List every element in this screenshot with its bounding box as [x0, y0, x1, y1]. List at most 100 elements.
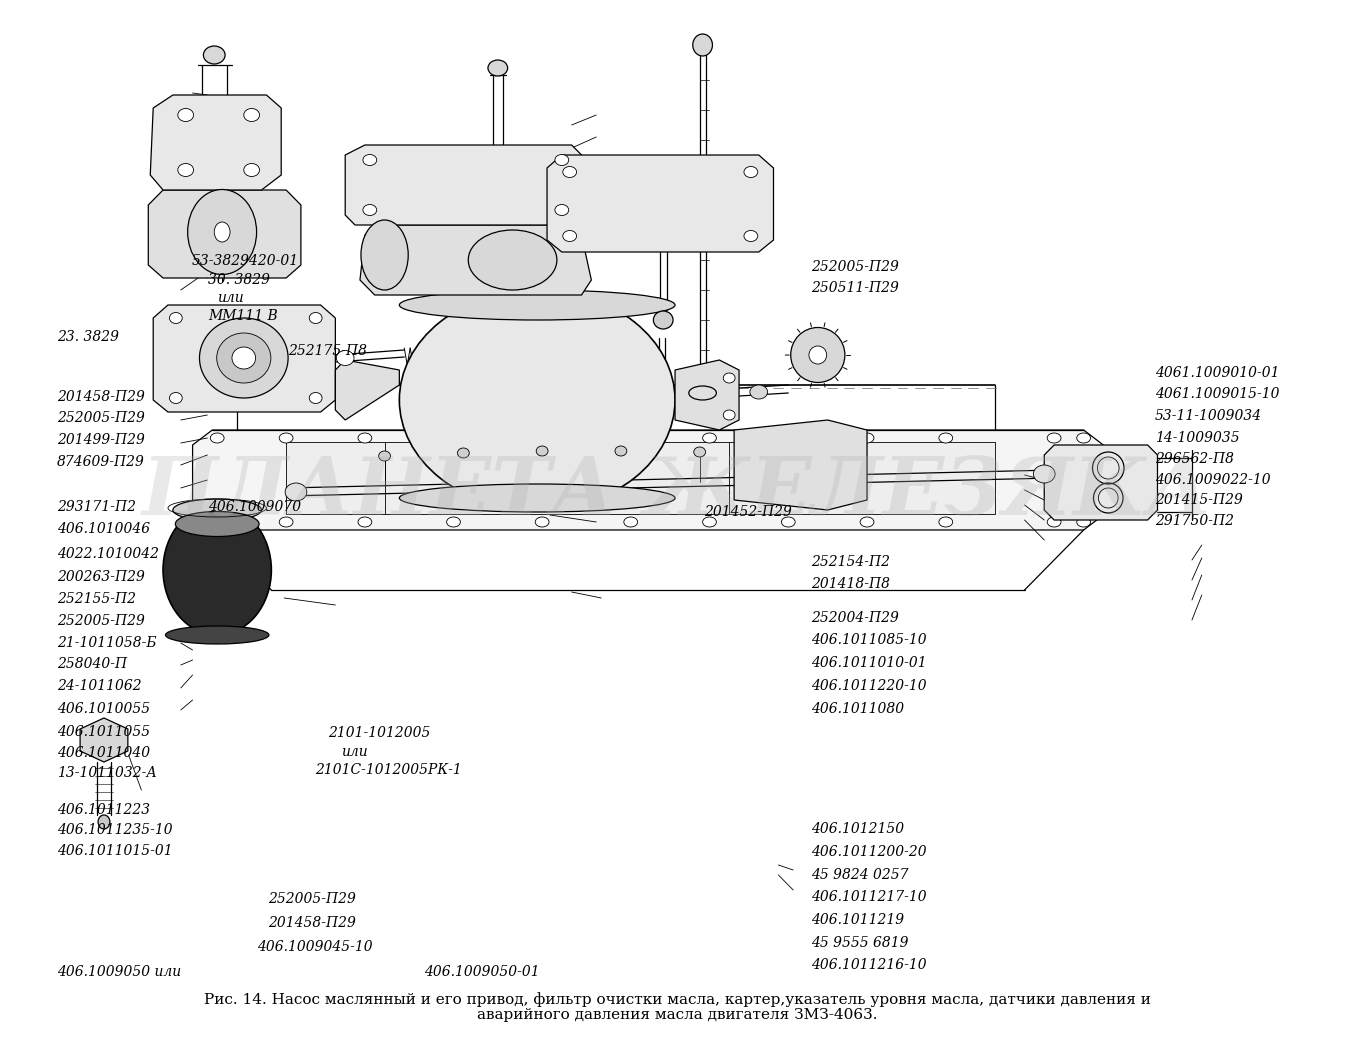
Ellipse shape — [535, 433, 549, 443]
Text: 293171-П2: 293171-П2 — [57, 499, 136, 514]
Ellipse shape — [360, 220, 408, 290]
Ellipse shape — [309, 312, 322, 324]
Ellipse shape — [749, 385, 767, 399]
Text: 874609-П29: 874609-П29 — [57, 455, 145, 469]
Text: Рис. 14. Насос маслянный и его привод, фильтр очистки масла, картер,указатель ур: Рис. 14. Насос маслянный и его привод, ф… — [205, 992, 1150, 1007]
Text: 201458-П29: 201458-П29 — [57, 389, 145, 404]
Text: ПЛАНЕТА ЖЕЛЕЗЯКА: ПЛАНЕТА ЖЕЛЕЗЯКА — [142, 455, 1213, 531]
Ellipse shape — [623, 517, 638, 527]
Ellipse shape — [939, 517, 953, 527]
Ellipse shape — [782, 517, 795, 527]
Ellipse shape — [1047, 517, 1061, 527]
Text: 200263-П29: 200263-П29 — [57, 570, 145, 584]
Text: или: или — [341, 744, 369, 759]
Text: 406.1009045-10: 406.1009045-10 — [257, 939, 373, 954]
Text: 406.1011200-20: 406.1011200-20 — [810, 845, 927, 859]
Text: 53-3829420-01: 53-3829420-01 — [192, 253, 299, 268]
Text: 252005-П29: 252005-П29 — [268, 892, 356, 906]
Polygon shape — [360, 225, 591, 295]
Ellipse shape — [688, 386, 717, 400]
Ellipse shape — [447, 433, 461, 443]
Polygon shape — [675, 360, 738, 430]
Ellipse shape — [163, 506, 271, 635]
Ellipse shape — [217, 333, 271, 383]
Ellipse shape — [537, 446, 547, 456]
Ellipse shape — [169, 312, 183, 324]
Ellipse shape — [173, 499, 262, 521]
Ellipse shape — [279, 517, 293, 527]
Text: 406.1009050-01: 406.1009050-01 — [424, 964, 539, 979]
Text: 201415-П29: 201415-П29 — [1154, 493, 1243, 508]
Text: 2101С-1012005РК-1: 2101С-1012005РК-1 — [314, 763, 461, 777]
Ellipse shape — [1077, 517, 1091, 527]
Ellipse shape — [199, 318, 289, 398]
Text: 250511-П29: 250511-П29 — [810, 280, 898, 295]
Ellipse shape — [744, 166, 757, 177]
Ellipse shape — [98, 815, 110, 829]
Text: ММ111 В: ММ111 В — [207, 308, 278, 323]
Ellipse shape — [210, 433, 224, 443]
Ellipse shape — [615, 446, 627, 456]
Ellipse shape — [279, 433, 293, 443]
Text: 406.1011220-10: 406.1011220-10 — [810, 679, 927, 693]
Ellipse shape — [939, 433, 953, 443]
Text: 291750-П2: 291750-П2 — [1154, 514, 1234, 528]
Text: 406.1011217-10: 406.1011217-10 — [810, 890, 927, 904]
Polygon shape — [192, 430, 1103, 530]
Text: 201458-П29: 201458-П29 — [268, 916, 356, 930]
Ellipse shape — [178, 109, 194, 121]
Polygon shape — [148, 190, 301, 278]
Text: 406.1009050 или: 406.1009050 или — [57, 964, 182, 979]
Ellipse shape — [791, 328, 846, 382]
Text: 4022.1010042: 4022.1010042 — [57, 547, 159, 562]
Text: 252154-П2: 252154-П2 — [810, 554, 890, 569]
Polygon shape — [346, 145, 581, 225]
Text: 406.1011015-01: 406.1011015-01 — [57, 844, 172, 858]
Ellipse shape — [358, 517, 371, 527]
Text: 406.1011219: 406.1011219 — [810, 912, 904, 927]
Text: 406.1009022-10: 406.1009022-10 — [1154, 472, 1271, 487]
Text: 13-1011032-А: 13-1011032-А — [57, 766, 157, 781]
Ellipse shape — [724, 373, 736, 383]
Text: 14-1009035: 14-1009035 — [1154, 431, 1240, 445]
Text: 406.1011055: 406.1011055 — [57, 725, 150, 739]
Ellipse shape — [178, 164, 194, 176]
Ellipse shape — [1034, 465, 1056, 483]
Text: 296562-П8: 296562-П8 — [1154, 452, 1234, 466]
Text: 4061.1009010-01: 4061.1009010-01 — [1154, 365, 1279, 380]
Text: 45 9555 6819: 45 9555 6819 — [810, 935, 908, 950]
Ellipse shape — [210, 517, 224, 527]
Text: 406.1011223: 406.1011223 — [57, 802, 150, 817]
Ellipse shape — [653, 311, 673, 329]
Text: 252175-П8: 252175-П8 — [287, 344, 367, 358]
Ellipse shape — [378, 450, 390, 461]
Ellipse shape — [1077, 433, 1091, 443]
Ellipse shape — [809, 346, 827, 364]
Ellipse shape — [469, 230, 557, 290]
Ellipse shape — [782, 433, 795, 443]
Text: аварийного давления масла двигателя ЗМЗ-4063.: аварийного давления масла двигателя ЗМЗ-… — [477, 1008, 878, 1022]
Ellipse shape — [556, 155, 569, 165]
Ellipse shape — [744, 230, 757, 242]
Text: 24-1011062: 24-1011062 — [57, 679, 142, 693]
Ellipse shape — [214, 222, 230, 242]
Text: 201499-П29: 201499-П29 — [57, 433, 145, 447]
Polygon shape — [153, 305, 335, 412]
Text: 45 9824 0257: 45 9824 0257 — [810, 868, 908, 882]
Text: 406.1011085-10: 406.1011085-10 — [810, 633, 927, 648]
Ellipse shape — [165, 626, 268, 644]
Ellipse shape — [203, 46, 225, 64]
Text: 406.1010046: 406.1010046 — [57, 522, 150, 537]
Ellipse shape — [187, 190, 256, 274]
Ellipse shape — [363, 155, 377, 165]
Ellipse shape — [363, 204, 377, 216]
Polygon shape — [734, 420, 867, 510]
Ellipse shape — [860, 517, 874, 527]
Text: 21-1011058-Б: 21-1011058-Б — [57, 635, 157, 650]
Polygon shape — [1045, 445, 1157, 520]
Text: 406.1011216-10: 406.1011216-10 — [810, 958, 927, 973]
Text: 252155-П2: 252155-П2 — [57, 592, 136, 606]
Text: 406.1010055: 406.1010055 — [57, 702, 150, 716]
Ellipse shape — [232, 347, 256, 368]
Polygon shape — [335, 360, 400, 420]
